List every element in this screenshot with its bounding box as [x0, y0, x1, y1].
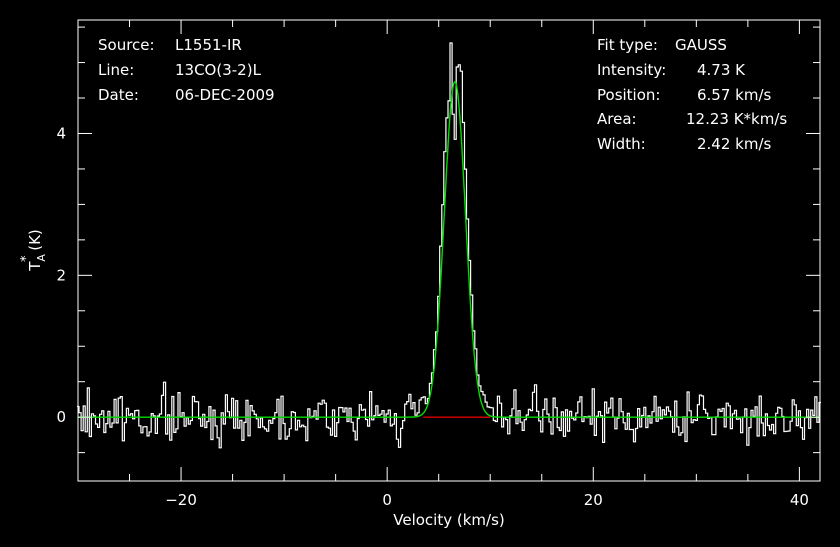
date-label: Date: [98, 86, 139, 104]
width-label: Width: [597, 135, 646, 153]
y-axis-title-sub: A [35, 254, 48, 262]
spectrum-line [77, 42, 821, 449]
x-tick-label: 40 [790, 491, 809, 509]
fit-type-label: Fit type: [597, 36, 658, 54]
y-tick-label: 0 [56, 408, 66, 426]
ticks-group: −20 0 20 40 0 2 4 [56, 20, 820, 509]
y-tick-label: 4 [56, 124, 66, 142]
area-label: Area: [597, 110, 637, 128]
source-label: Source: [98, 36, 155, 54]
intensity-label: Intensity: [597, 61, 666, 79]
line-value: 13CO(3-2)L [175, 61, 262, 79]
source-value: L1551-IR [175, 36, 242, 54]
traces-group [77, 42, 821, 449]
line-label: Line: [98, 61, 134, 79]
intensity-value: 4.73 K [697, 61, 746, 79]
position-label: Position: [597, 86, 660, 104]
y-axis-title: TA* (K) [19, 229, 48, 272]
x-tick-label: −20 [165, 491, 197, 509]
x-tick-label: 0 [382, 491, 392, 509]
y-tick-label: 2 [56, 266, 66, 284]
position-value: 6.57 km/s [697, 86, 772, 104]
x-tick-label: 20 [584, 491, 603, 509]
gaussian-fit-line [78, 81, 820, 418]
date-value: 06-DEC-2009 [175, 86, 275, 104]
width-value: 2.42 km/s [697, 135, 772, 153]
fit-type-value: GAUSS [675, 36, 727, 54]
area-value: 12.23 K*km/s [686, 110, 787, 128]
y-axis-title-unit: (K) [26, 229, 44, 255]
y-axis-title-super: * [19, 255, 34, 262]
x-axis-title: Velocity (km/s) [393, 511, 504, 529]
svg-text:TA* (K): TA* (K) [19, 229, 48, 272]
plot-frame [77, 19, 821, 482]
y-axis-title-main: T [26, 261, 44, 272]
